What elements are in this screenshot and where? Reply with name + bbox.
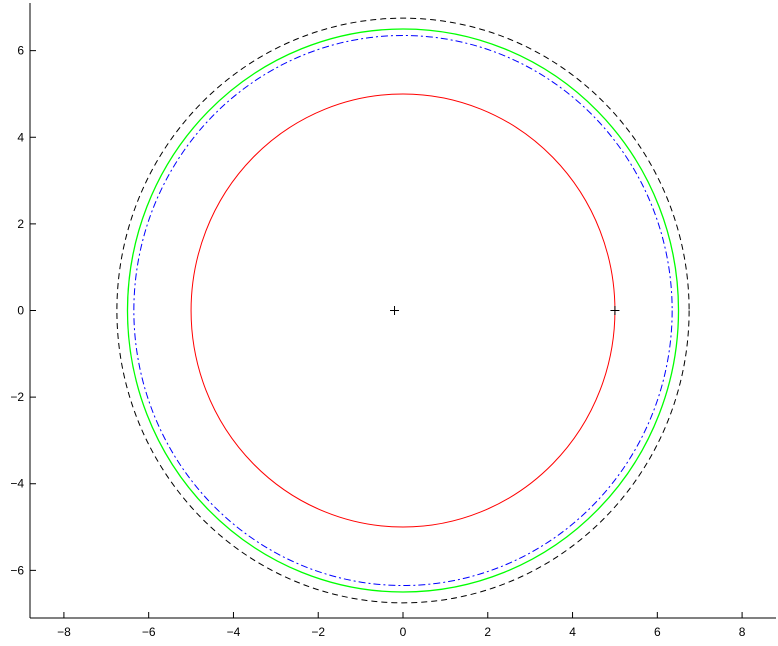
y-tick-label: 6 — [17, 44, 24, 58]
series-circle-4 — [190, 93, 616, 528]
series-circle-1 — [116, 17, 690, 604]
x-tick-label: 8 — [739, 625, 746, 639]
y-tick-label: 2 — [17, 217, 24, 231]
plus-marker-2 — [610, 306, 620, 315]
axes-layer: −8 −6 −4 −2 0 2 4 6 8 −6 −4 −2 0 2 4 6 — [10, 3, 776, 639]
series-circle-3 — [133, 34, 673, 587]
x-tick-label: −4 — [227, 625, 241, 639]
x-tick-label: 6 — [654, 625, 661, 639]
series-layer — [116, 17, 690, 604]
y-tick-label: −4 — [10, 477, 24, 491]
plus-marker-1 — [390, 306, 400, 315]
x-tick-label: −2 — [311, 625, 325, 639]
x-tick-label: −8 — [57, 625, 71, 639]
x-tick-label: 2 — [484, 625, 491, 639]
y-tick-label: −6 — [10, 563, 24, 577]
marker-layer — [390, 306, 620, 315]
series-circle-2 — [126, 28, 680, 593]
x-tick-label: −6 — [142, 625, 156, 639]
x-tick-label: 4 — [569, 625, 576, 639]
y-tick-label: 0 — [17, 304, 24, 318]
y-tick-label: 4 — [17, 130, 24, 144]
x-tick-label: 0 — [400, 625, 407, 639]
y-tick-label: −2 — [10, 390, 24, 404]
